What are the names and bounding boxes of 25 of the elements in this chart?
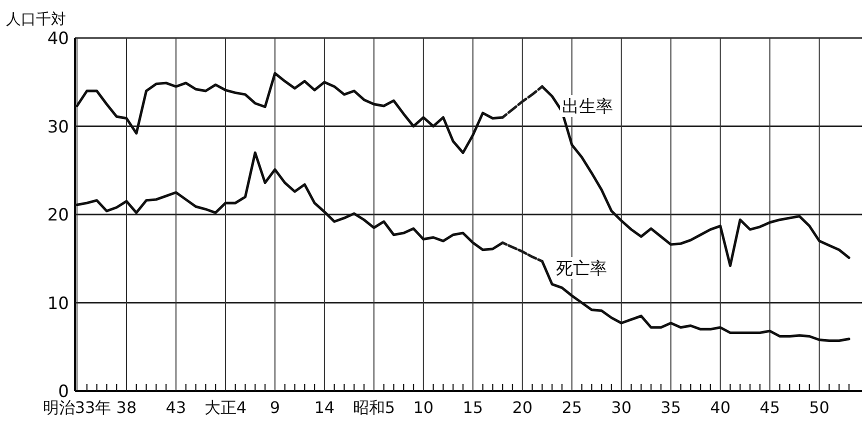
x-tick-label: 30	[611, 398, 632, 417]
x-tick-label: 45	[760, 398, 780, 417]
line-series	[501, 241, 544, 263]
x-tick-label: 20	[512, 398, 533, 417]
line-series	[501, 85, 544, 119]
x-tick-label: 40	[710, 398, 731, 417]
x-tick-label: 明治33年	[42, 398, 112, 417]
x-tick-label: 10	[413, 398, 434, 417]
x-tick-label: 昭和5	[352, 398, 396, 417]
x-tick-label: 14	[314, 398, 335, 417]
y-tick-label: 20	[47, 206, 69, 226]
x-tick-label: 43	[166, 398, 186, 417]
y-axis-title: 人口千対	[6, 10, 66, 28]
x-tick-label: 大正4	[204, 398, 247, 417]
y-tick-label: 10	[47, 294, 69, 314]
series-label: 死亡率	[556, 259, 607, 279]
x-tick-label: 35	[660, 398, 682, 417]
x-tick-label: 15	[462, 398, 484, 417]
y-tick-label: 30	[47, 117, 69, 138]
series-label: 出生率	[562, 97, 613, 117]
y-tick-label: 40	[47, 29, 69, 49]
x-tick-label: 38	[116, 398, 137, 417]
x-tick-label: 25	[562, 398, 582, 417]
x-tick-label: 9	[270, 398, 280, 417]
x-tick-label: 50	[809, 398, 830, 417]
